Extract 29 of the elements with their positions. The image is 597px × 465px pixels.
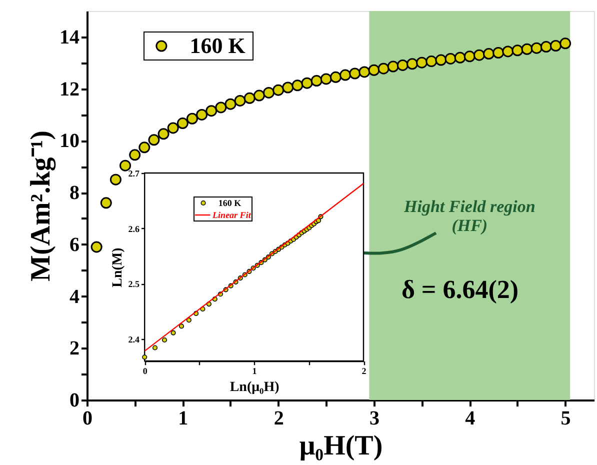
- y-tick-label: 0: [70, 390, 80, 412]
- band-label: Hight Field region (HF): [402, 197, 536, 235]
- y-tick-label: 6: [70, 234, 80, 256]
- legend-label: Linear Fit: [212, 210, 252, 220]
- y-tick-label: 2.4: [128, 334, 140, 344]
- x-tick-label: 1: [178, 408, 188, 430]
- x-tick-label: 3: [369, 408, 380, 430]
- legend-label: 160 K: [190, 33, 246, 58]
- annotation: δ = 6.64(2): [401, 275, 519, 304]
- y-tick-label: 2.6: [128, 224, 140, 234]
- x-tick-label: 1: [252, 366, 258, 376]
- x-tick-label: 0: [142, 366, 148, 376]
- y-axis-title: Ln(M): [110, 247, 126, 288]
- y-tick-label: 14: [60, 26, 80, 48]
- x-tick-label: 2: [362, 366, 367, 376]
- y-tick-label: 8: [70, 182, 80, 204]
- y-axis-title: M(Am².kg⁻¹): [26, 130, 56, 282]
- y-tick-label: 2.5: [128, 279, 140, 290]
- x-tick-label: 2: [274, 408, 284, 430]
- y-tick-label: 4: [70, 286, 80, 308]
- legend-label: 160 K: [218, 198, 242, 208]
- x-tick-label: 4: [465, 408, 476, 430]
- y-tick-label: 12: [60, 78, 80, 100]
- y-tick-label: 2.7: [128, 168, 140, 178]
- y-tick-label: 2: [70, 338, 80, 360]
- x-tick-label: 5: [560, 408, 571, 430]
- x-axis-title: Ln(μ₀H): [230, 380, 280, 396]
- y-tick-label: 10: [60, 130, 80, 152]
- x-axis-title: μ₀H(T): [299, 430, 383, 462]
